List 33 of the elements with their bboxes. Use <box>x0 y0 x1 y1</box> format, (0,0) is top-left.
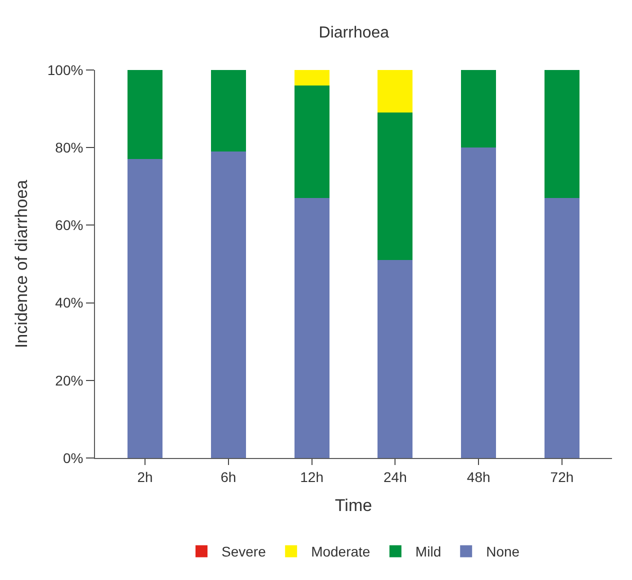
x-tick-label: 6h <box>220 468 236 485</box>
x-tick-label: 48h <box>466 468 490 485</box>
bar <box>544 198 580 458</box>
chart-title: Diarrhoea <box>318 24 390 42</box>
x-tick-label: 2h <box>137 468 153 485</box>
x-axis-title: Time <box>334 496 372 516</box>
bar <box>461 148 496 458</box>
x-tick-label: 24h <box>384 468 407 485</box>
bar <box>378 70 413 113</box>
y-tick-label: 40% <box>55 294 84 311</box>
y-tick-label: 100% <box>47 62 84 78</box>
bar <box>128 159 163 458</box>
bar <box>461 70 496 148</box>
legend-label: None <box>486 544 520 560</box>
bar <box>378 260 413 458</box>
bar <box>210 70 246 152</box>
legend-label: Mild <box>415 544 442 560</box>
x-tick-label: 12h <box>300 468 324 485</box>
bar <box>294 86 330 198</box>
y-tick-label: 0% <box>62 450 84 466</box>
bar <box>544 70 580 198</box>
bar <box>128 70 163 160</box>
y-tick-label: 80% <box>55 140 84 156</box>
bar <box>294 198 330 458</box>
y-axis-title: Incidence of diarrhoea <box>12 179 31 348</box>
x-tick-label: 72h <box>550 468 574 485</box>
y-tick-label: 60% <box>55 217 84 234</box>
bar <box>210 151 246 458</box>
bar <box>378 112 413 260</box>
y-tick-label: 20% <box>55 372 84 388</box>
bar <box>294 70 330 86</box>
legend-label: Moderate <box>311 544 370 560</box>
legend-label: Severe <box>222 544 266 560</box>
